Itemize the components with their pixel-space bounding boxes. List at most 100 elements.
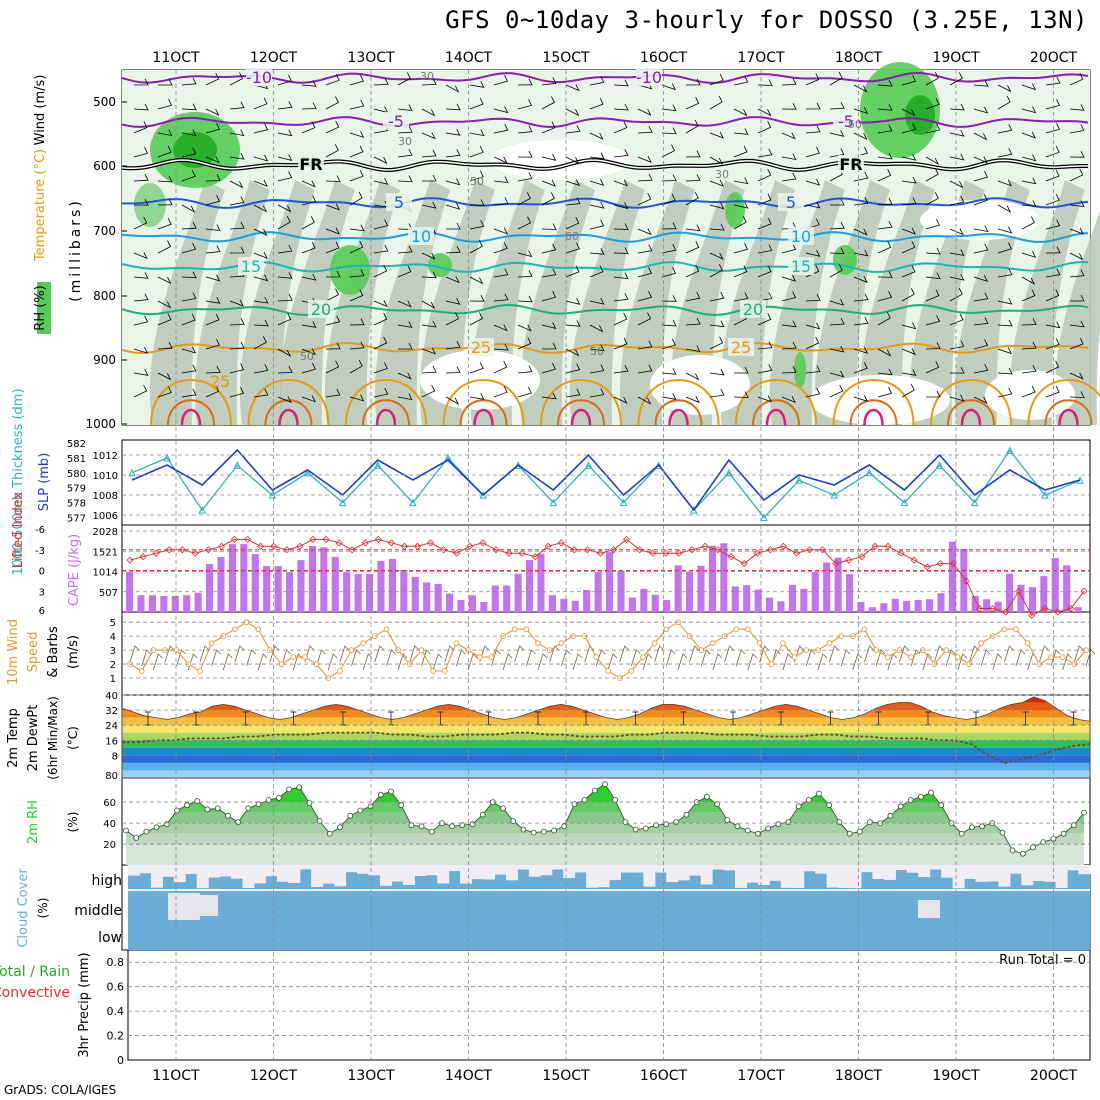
high-cloud-gap <box>712 865 725 870</box>
li-point <box>923 563 931 571</box>
wind-barb <box>997 148 1013 158</box>
wind-barb <box>469 220 485 230</box>
rh-band <box>126 833 1084 845</box>
li-point <box>217 542 226 550</box>
thickness-point <box>760 513 768 522</box>
rh-point <box>347 812 354 819</box>
precip-tick-label: 0 <box>117 1054 124 1067</box>
rh-contour-label: 30 <box>715 168 729 181</box>
wind-barb <box>205 338 220 350</box>
wind-barb <box>229 318 245 326</box>
wind-barb <box>493 360 508 374</box>
wind-barb <box>157 218 172 230</box>
wind-barb <box>589 388 605 398</box>
wind-barb <box>805 365 821 374</box>
wind-speed-point <box>745 626 751 633</box>
wind-barb <box>301 362 316 374</box>
wind-barb <box>349 341 365 350</box>
rh-point <box>418 823 425 830</box>
isotherm-35-arch <box>1044 399 1093 426</box>
date-label-bottom: 16OCT <box>640 1068 688 1084</box>
contour-label-bg <box>778 193 804 211</box>
wind-barb <box>1021 216 1035 230</box>
isotherm-40-arch <box>668 408 689 426</box>
wind-barb <box>1021 385 1036 398</box>
temp-label-4: (°C) <box>66 726 80 750</box>
wind-barb <box>805 265 820 278</box>
wind-barb <box>733 201 749 209</box>
wind-barb <box>589 297 605 305</box>
rh-point <box>846 830 853 837</box>
wind-barb <box>1069 320 1085 328</box>
isotherm-35-arch <box>849 399 898 426</box>
contour-label-bg <box>238 257 264 275</box>
precip-panel: Run Total = 0 <box>999 953 1086 968</box>
cape-bar <box>720 543 728 612</box>
wind-barb <box>661 244 677 254</box>
wind-barb <box>325 241 340 254</box>
wind-barb <box>589 364 605 374</box>
wind-barb <box>517 270 533 278</box>
cape-bar <box>1074 607 1082 612</box>
isotherm-30-arch <box>150 379 232 426</box>
wind-barb <box>469 81 485 88</box>
rh-point <box>826 802 833 809</box>
wind-barb <box>685 372 700 381</box>
li-point <box>283 546 291 554</box>
wind-barb <box>397 393 413 401</box>
wind-speed-point <box>302 654 308 660</box>
wind-barb <box>349 269 365 278</box>
wind-barb <box>1045 123 1061 134</box>
li-point <box>805 546 814 554</box>
isotherm-30-arch <box>540 379 622 426</box>
li-point <box>400 542 409 550</box>
rh-contour-label: 60 <box>565 230 579 243</box>
wind-barb <box>613 293 629 302</box>
wind-barb <box>277 101 293 110</box>
high-cloud-gap <box>254 865 266 884</box>
cape-bar <box>183 595 191 612</box>
precip-frame <box>127 949 1091 1061</box>
wind-barb <box>397 321 413 328</box>
wind-barb <box>349 394 365 402</box>
wind-barb <box>469 240 483 254</box>
wind-barb <box>277 129 293 137</box>
cape-bar <box>537 553 545 612</box>
high-cloud-gap <box>780 865 793 888</box>
wind-barb <box>637 244 653 254</box>
high-cloud-gap <box>460 865 473 884</box>
wind-barb <box>229 152 245 160</box>
wind-barb <box>685 174 701 182</box>
temp-tick-label: 32 <box>105 706 118 717</box>
wind10m-barb <box>1004 645 1014 663</box>
wind-barb <box>205 156 220 164</box>
rh-plume <box>239 180 315 425</box>
wind-barb <box>565 156 580 165</box>
cape-bar <box>411 576 419 612</box>
wind-barb <box>781 78 797 86</box>
li-point <box>361 539 369 547</box>
wind-barb <box>973 243 989 254</box>
wind-barb <box>589 265 604 278</box>
cape-bar <box>286 572 294 612</box>
wind-barb <box>637 267 653 278</box>
cape-bar <box>228 544 236 612</box>
wind-barb <box>397 245 413 254</box>
wind-barb <box>181 271 197 279</box>
wind-barb <box>373 264 388 278</box>
wind-barb <box>709 368 725 376</box>
rh-point <box>510 818 517 824</box>
wind-barb <box>325 96 339 110</box>
wind-barb <box>637 312 652 326</box>
cape-bar <box>160 596 168 612</box>
wind-barb <box>277 396 292 404</box>
wind-barb <box>949 180 964 189</box>
cape-bar <box>994 601 1002 612</box>
wind-barb <box>781 291 797 302</box>
isotherm-35-arch <box>654 399 703 426</box>
cape-bar <box>1028 587 1036 612</box>
rh2m-panel <box>123 781 1087 865</box>
li-point <box>727 553 735 561</box>
contour-label-plus10: 10 <box>411 227 431 246</box>
cape-bar <box>926 599 934 612</box>
